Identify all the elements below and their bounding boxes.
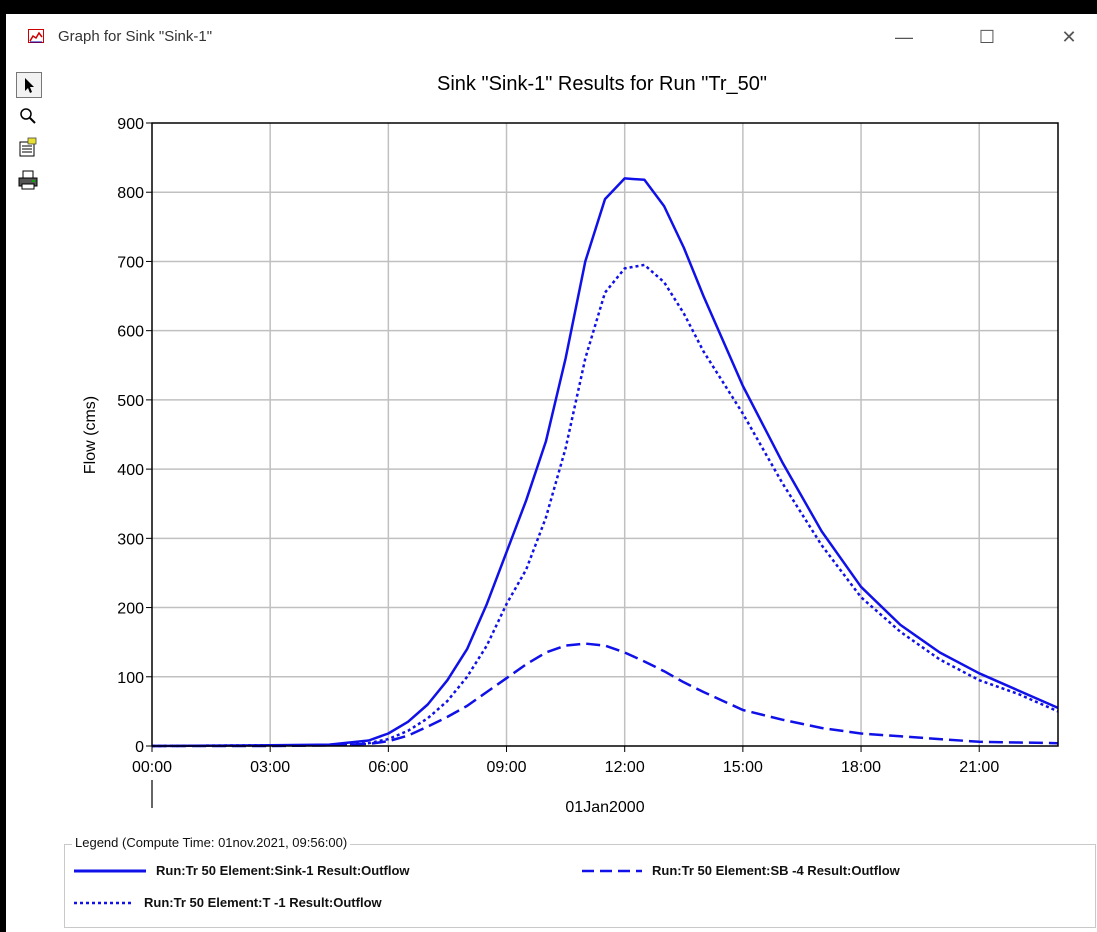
legend-item-sb-4: Run:Tr 50 Element:SB -4 Result:Outflow — [582, 863, 900, 878]
properties-icon[interactable] — [16, 136, 42, 162]
legend-label: Run:Tr 50 Element:SB -4 Result:Outflow — [652, 863, 900, 878]
title-bar[interactable]: Graph for Sink "Sink-1" — ☐ ✕ — [6, 14, 1097, 60]
print-icon[interactable] — [16, 168, 42, 194]
legend-box — [64, 844, 1096, 928]
legend-item-t-1: Run:Tr 50 Element:T -1 Result:Outflow — [74, 895, 382, 910]
x-tick-label: 15:00 — [723, 759, 763, 776]
maximize-button[interactable]: ☐ — [978, 27, 996, 47]
y-tick-label: 600 — [117, 324, 144, 341]
y-tick-label: 300 — [117, 531, 144, 548]
minimize-button[interactable]: — — [895, 27, 913, 47]
x-tick-label: 21:00 — [959, 759, 999, 776]
x-axis-label: 01Jan2000 — [565, 799, 644, 816]
dotted-line-swatch — [74, 901, 134, 904]
y-tick-label: 400 — [117, 462, 144, 479]
y-tick-label: 700 — [117, 254, 144, 271]
x-tick-label: 09:00 — [486, 759, 526, 776]
chart-axes: 0 100 200 300 400 500 600 700 800 900 00:00 03:00 06… — [117, 116, 999, 808]
x-tick-label: 06:00 — [368, 759, 408, 776]
chart-title: Sink "Sink-1" Results for Run "Tr_50" — [437, 73, 767, 95]
y-tick-label: 900 — [117, 116, 144, 133]
zoom-magnifier-icon[interactable] — [16, 104, 42, 130]
legend-label: Run:Tr 50 Element:T -1 Result:Outflow — [144, 895, 382, 910]
series-line-solid — [151, 177, 1059, 748]
graph-window: Graph for Sink "Sink-1" — ☐ ✕ — [6, 14, 1097, 932]
chart-grid — [152, 123, 1058, 746]
close-button[interactable]: ✕ — [1061, 27, 1077, 47]
y-tick-label: 200 — [117, 601, 144, 618]
legend-label: Run:Tr 50 Element:Sink-1 Result:Outflow — [156, 863, 410, 878]
select-arrow-icon[interactable] — [16, 72, 42, 98]
y-tick-label: 0 — [135, 739, 144, 756]
series-line-dotted — [151, 263, 1059, 748]
x-tick-label: 12:00 — [605, 759, 645, 776]
solid-line-swatch — [74, 869, 146, 872]
y-tick-label: 500 — [117, 393, 144, 410]
dashed-line-swatch — [582, 869, 642, 872]
chart-series — [151, 177, 1059, 748]
plot-area — [151, 122, 1059, 747]
flow-chart: Sink "Sink-1" Results for Run "Tr_50" 01… — [82, 73, 1059, 816]
y-tick-label: 800 — [117, 185, 144, 202]
y-axis-label: Flow (cms) — [82, 396, 99, 474]
y-tick-label: 100 — [117, 670, 144, 687]
x-tick-label: 03:00 — [250, 759, 290, 776]
series-line-dashed — [152, 642, 1059, 748]
graph-toolbar — [14, 68, 48, 238]
legend-item-sink-1: Run:Tr 50 Element:Sink-1 Result:Outflow — [74, 863, 410, 878]
window-title: Graph for Sink "Sink-1" — [58, 28, 213, 45]
x-tick-label: 18:00 — [841, 759, 881, 776]
app-chart-icon — [28, 29, 44, 43]
x-tick-label: 00:00 — [132, 759, 172, 776]
legend-title: Legend (Compute Time: 01nov.2021, 09:56:… — [72, 835, 351, 850]
